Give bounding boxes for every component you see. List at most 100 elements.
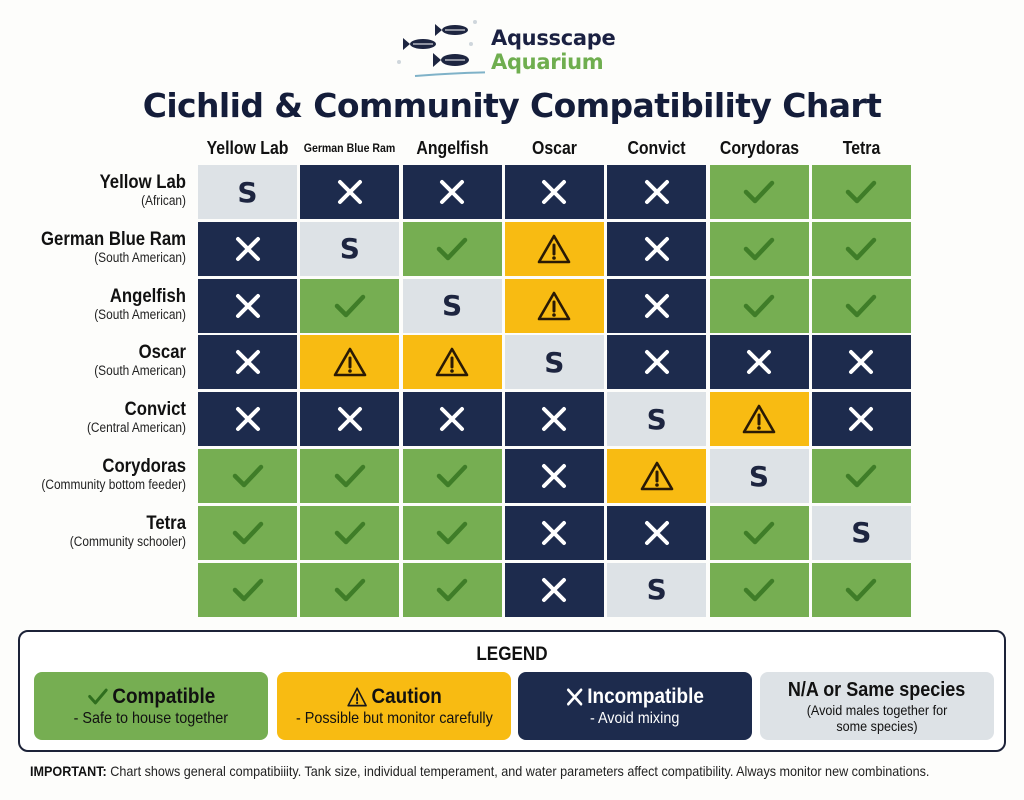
legend-desc: (Avoid males together for some species) xyxy=(806,701,948,734)
check-icon xyxy=(846,180,877,204)
row-group: (Community bottom feeder) xyxy=(41,477,187,492)
brand-logo: Aqusscape Aquarium xyxy=(395,18,645,82)
legend-desc: - Safe to house together xyxy=(73,709,229,727)
grid-cell-no xyxy=(811,335,911,390)
grid-cell-ok xyxy=(811,562,911,617)
column-header: Oscar xyxy=(531,137,577,158)
x-icon xyxy=(235,293,260,318)
check-icon xyxy=(232,578,263,601)
row-name: Yellow Lab xyxy=(99,172,186,193)
row-group: (South American) xyxy=(94,306,186,322)
grid-cell-warn xyxy=(300,335,400,390)
grid-cell-no xyxy=(607,505,707,560)
grid-cell-same: S xyxy=(300,221,400,276)
grid-cell-same: S xyxy=(811,505,911,560)
check-icon xyxy=(846,294,877,317)
check-icon xyxy=(232,464,263,488)
check-icon xyxy=(232,521,263,545)
x-icon xyxy=(542,407,567,432)
legend-label: N/A or Same species xyxy=(788,678,966,701)
grid-cell-ok xyxy=(300,562,400,617)
row-group: (African) xyxy=(141,193,186,208)
row-header: Angelfish (South American) xyxy=(0,285,186,323)
check-icon xyxy=(436,237,468,261)
grid-cell-no xyxy=(504,392,604,447)
row-header: Oscar (South American) xyxy=(0,343,186,379)
check-icon xyxy=(334,521,366,545)
legend-label: Incompatible xyxy=(587,684,705,708)
row-name: Angelfish xyxy=(109,285,186,307)
grid-cell-ok xyxy=(198,562,297,617)
x-icon xyxy=(849,407,874,432)
grid-cell-no xyxy=(198,221,297,276)
check-icon xyxy=(334,294,366,317)
grid-cell-no xyxy=(300,392,400,447)
grid-cell-same: S xyxy=(607,562,707,617)
grid-cell-no xyxy=(198,392,297,447)
grid-cell-no xyxy=(300,165,400,219)
check-icon xyxy=(743,521,775,545)
x-icon xyxy=(235,350,260,375)
note-label: IMPORTANT: xyxy=(30,763,107,779)
grid-cell-same: S xyxy=(402,278,502,333)
x-icon xyxy=(542,180,567,204)
grid-cell-ok xyxy=(709,165,809,219)
same-species-mark: S xyxy=(646,402,667,436)
legend-item-no: Incompatible - Avoid mixing xyxy=(518,672,752,740)
column-header: Tetra xyxy=(842,137,881,158)
warning-icon xyxy=(742,404,776,434)
check-icon xyxy=(743,180,775,204)
x-icon xyxy=(644,236,669,261)
grid-cell-ok xyxy=(402,449,502,503)
legend-item-same: N/A or Same species (Avoid males together… xyxy=(760,672,994,740)
grid-cell-ok xyxy=(709,278,809,333)
same-species-mark: S xyxy=(237,175,258,209)
row-group: (Community schooler) xyxy=(69,533,186,549)
fish-icon xyxy=(397,20,485,77)
check-icon xyxy=(436,521,468,545)
x-icon xyxy=(849,350,874,375)
grid-cell-ok xyxy=(709,221,809,276)
grid-cell-no xyxy=(504,165,604,219)
grid-cell-no xyxy=(811,392,911,447)
grid-cell-no xyxy=(198,335,297,390)
x-icon xyxy=(440,180,465,204)
x-icon xyxy=(644,180,669,204)
row-header: Convict (Central American) xyxy=(0,400,186,436)
check-icon xyxy=(743,578,775,601)
row-header: Corydoras (Community bottom feeder) xyxy=(0,457,186,493)
grid-cell-ok xyxy=(709,505,809,560)
warning-icon xyxy=(435,348,469,377)
grid-cell-ok xyxy=(402,505,502,560)
x-icon xyxy=(644,293,669,318)
grid-cell-no xyxy=(504,562,604,617)
x-icon xyxy=(542,464,567,488)
check-icon xyxy=(436,464,468,488)
row-header: Tetra (Community schooler) xyxy=(0,513,186,550)
check-icon xyxy=(846,237,877,261)
grid-cell-no xyxy=(402,165,502,219)
grid-cell-ok xyxy=(300,505,400,560)
grid-cell-ok xyxy=(402,221,502,276)
grid-cell-ok xyxy=(198,449,297,503)
x-icon xyxy=(567,687,583,706)
warning-icon xyxy=(538,234,571,264)
grid-cell-no xyxy=(709,335,809,390)
same-species-mark: S xyxy=(339,232,360,266)
x-icon xyxy=(337,180,362,204)
grid-cell-warn xyxy=(402,335,502,390)
row-header: German Blue Ram (South American) xyxy=(0,228,187,266)
column-header: Convict xyxy=(627,137,686,158)
grid-cell-same: S xyxy=(504,335,604,390)
legend-desc: - Possible but monitor carefully xyxy=(295,709,493,727)
column-header: Angelfish xyxy=(416,137,489,158)
grid-cell-warn xyxy=(504,221,604,276)
row-header: Yellow Lab (African) xyxy=(0,173,186,209)
grid-cell-ok xyxy=(198,505,297,560)
grid-cell-no xyxy=(607,221,707,276)
x-icon xyxy=(644,520,669,545)
note-text: Chart shows general compatibiiity. Tank … xyxy=(106,763,930,779)
same-species-mark: S xyxy=(748,459,770,493)
row-name: German Blue Ram xyxy=(41,228,187,250)
grid-cell-same: S xyxy=(709,449,809,503)
